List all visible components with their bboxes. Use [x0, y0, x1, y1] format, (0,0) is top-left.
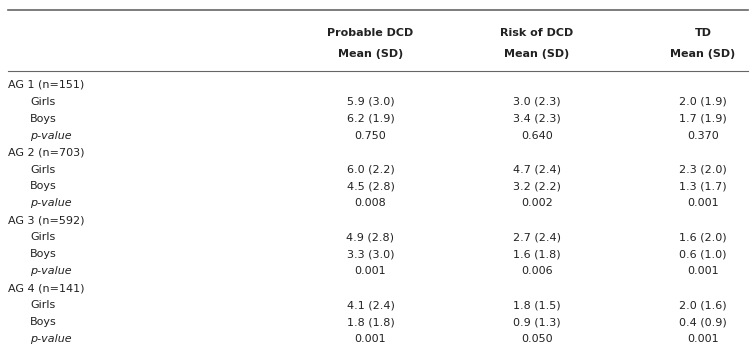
Text: 0.6 (1.0): 0.6 (1.0): [680, 249, 727, 259]
Text: 2.7 (2.4): 2.7 (2.4): [513, 233, 561, 242]
Text: Girls: Girls: [30, 165, 55, 174]
Text: Probable DCD: Probable DCD: [327, 28, 414, 38]
Text: Girls: Girls: [30, 97, 55, 107]
Text: 1.6 (1.8): 1.6 (1.8): [513, 249, 560, 259]
Text: 3.3 (3.0): 3.3 (3.0): [347, 249, 394, 259]
Text: 5.9 (3.0): 5.9 (3.0): [347, 97, 394, 107]
Text: 0.050: 0.050: [521, 334, 553, 344]
Text: p-value: p-value: [30, 131, 72, 140]
Text: 3.2 (2.2): 3.2 (2.2): [513, 182, 561, 191]
Text: Boys: Boys: [30, 182, 57, 191]
Text: 0.008: 0.008: [355, 199, 386, 208]
Text: 0.001: 0.001: [687, 266, 719, 276]
Text: Mean (SD): Mean (SD): [671, 49, 736, 58]
Text: p-value: p-value: [30, 199, 72, 208]
Text: 0.640: 0.640: [521, 131, 553, 140]
Text: Boys: Boys: [30, 114, 57, 124]
Text: 4.9 (2.8): 4.9 (2.8): [346, 233, 395, 242]
Text: AG 3 (n=592): AG 3 (n=592): [8, 216, 84, 225]
Text: 4.1 (2.4): 4.1 (2.4): [346, 300, 395, 310]
Text: 0.9 (1.3): 0.9 (1.3): [513, 317, 560, 327]
Text: 0.750: 0.750: [355, 131, 386, 140]
Text: AG 4 (n=141): AG 4 (n=141): [8, 283, 84, 293]
Text: 0.4 (0.9): 0.4 (0.9): [679, 317, 727, 327]
Text: 6.0 (2.2): 6.0 (2.2): [346, 165, 395, 174]
Text: Girls: Girls: [30, 233, 55, 242]
Text: 0.370: 0.370: [687, 131, 719, 140]
Text: TD: TD: [695, 28, 711, 38]
Text: Girls: Girls: [30, 300, 55, 310]
Text: 2.0 (1.9): 2.0 (1.9): [679, 97, 727, 107]
Text: Risk of DCD: Risk of DCD: [500, 28, 573, 38]
Text: 4.5 (2.8): 4.5 (2.8): [346, 182, 395, 191]
Text: Mean (SD): Mean (SD): [504, 49, 569, 58]
Text: Mean (SD): Mean (SD): [338, 49, 403, 58]
Text: 1.8 (1.8): 1.8 (1.8): [346, 317, 395, 327]
Text: 2.3 (2.0): 2.3 (2.0): [679, 165, 727, 174]
Text: 6.2 (1.9): 6.2 (1.9): [346, 114, 395, 124]
Text: AG 2 (n=703): AG 2 (n=703): [8, 148, 84, 157]
Text: 1.3 (1.7): 1.3 (1.7): [680, 182, 727, 191]
Text: AG 1 (n=151): AG 1 (n=151): [8, 80, 84, 90]
Text: 1.7 (1.9): 1.7 (1.9): [679, 114, 727, 124]
Text: 0.001: 0.001: [355, 334, 386, 344]
Text: 0.006: 0.006: [521, 266, 553, 276]
Text: 4.7 (2.4): 4.7 (2.4): [513, 165, 561, 174]
Text: 0.001: 0.001: [687, 199, 719, 208]
Text: 3.0 (2.3): 3.0 (2.3): [513, 97, 560, 107]
Text: p-value: p-value: [30, 266, 72, 276]
Text: 0.001: 0.001: [687, 334, 719, 344]
Text: Boys: Boys: [30, 249, 57, 259]
Text: 3.4 (2.3): 3.4 (2.3): [513, 114, 561, 124]
Text: 0.002: 0.002: [521, 199, 553, 208]
Text: 1.8 (1.5): 1.8 (1.5): [513, 300, 560, 310]
Text: p-value: p-value: [30, 334, 72, 344]
Text: 0.001: 0.001: [355, 266, 386, 276]
Text: 1.6 (2.0): 1.6 (2.0): [680, 233, 727, 242]
Text: 2.0 (1.6): 2.0 (1.6): [680, 300, 727, 310]
Text: Boys: Boys: [30, 317, 57, 327]
